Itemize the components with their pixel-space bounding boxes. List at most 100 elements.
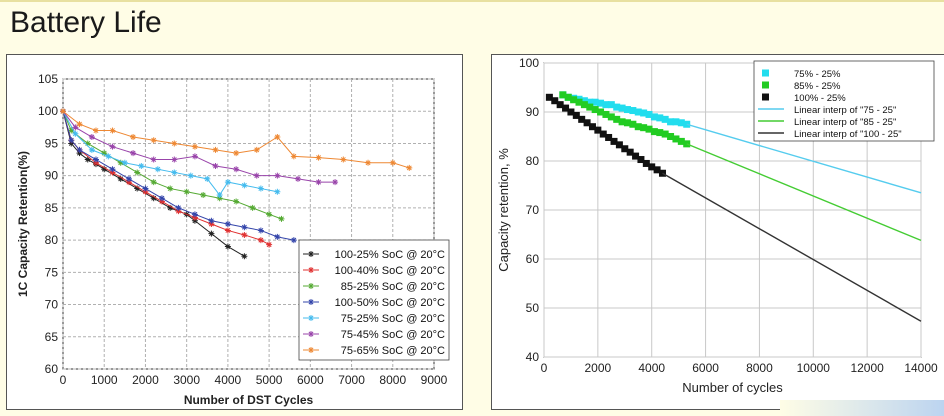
chart2-data-point <box>613 103 621 111</box>
chart1-data-point <box>224 179 231 186</box>
chart-dst-cycles-panel: 0 1000 2000 3000 4000 5000 6000 7000 8000 9000 60 6… <box>6 54 463 410</box>
chart1-data-point <box>121 159 128 166</box>
chart1-data-point <box>257 227 264 234</box>
chart1-legend-label: 100-40% SoC @ 20°C <box>335 265 445 277</box>
chart1-data-point <box>138 163 145 169</box>
chart1-data-point <box>233 166 240 173</box>
chart2-data-point <box>580 97 588 105</box>
chart1-data-point <box>241 253 248 260</box>
chart1-data-point <box>208 230 215 237</box>
chart1-data-point <box>125 175 132 182</box>
chart2-data-point <box>642 159 650 167</box>
chart2-x-tick-label: 10000 <box>797 361 831 375</box>
chart2-data-point <box>559 91 567 99</box>
chart1-y-axis-label: 1C Capacity Retention(%) <box>16 151 30 297</box>
chart1-x-tick-label: 6000 <box>297 373 324 387</box>
chart1-data-point <box>88 146 95 153</box>
chart1-data-point <box>191 153 198 160</box>
chart1-y-tick-label: 60 <box>45 362 59 376</box>
chart2-data-point <box>632 152 640 160</box>
chart2-data-point <box>615 141 623 149</box>
chart1-data-point <box>142 185 149 192</box>
chart1-x-tick-label: 9000 <box>421 373 448 387</box>
chart1-data-point <box>191 143 198 150</box>
chart2-data-point <box>607 101 615 109</box>
chart2-data-point <box>623 106 631 114</box>
chart1-data-point <box>171 156 178 163</box>
chart1-data-point <box>241 182 248 189</box>
chart1-data-point <box>208 221 215 227</box>
chart1-data-point <box>224 243 231 250</box>
chart2-y-tick-label: 100 <box>519 56 539 70</box>
chart2-legend-swatch <box>762 93 769 101</box>
chart2-data-point <box>648 163 656 171</box>
chart1-data-point <box>241 224 248 231</box>
chart2-data-point <box>618 118 626 126</box>
chart1-data-point <box>257 237 264 244</box>
chart1-data-point <box>216 192 223 198</box>
chart1-data-point <box>204 175 211 182</box>
chart1-legend-label: 75-25% SoC @ 20°C <box>341 313 445 325</box>
chart1-data-point <box>109 127 116 134</box>
chart2-y-tick-label: 50 <box>526 301 540 315</box>
chart1-data-point <box>175 204 182 211</box>
chart1-data-point <box>340 156 347 163</box>
chart2-y-tick-label: 60 <box>526 252 540 266</box>
chart1-data-point <box>208 217 215 224</box>
chart2-x-tick-label: 6000 <box>692 361 719 375</box>
chart2-series-line <box>662 172 922 322</box>
chart1-legend-marker <box>308 283 314 289</box>
chart2-data-point <box>656 114 664 122</box>
chart1-data-point <box>191 217 198 224</box>
chart2-x-tick-label: 8000 <box>746 361 773 375</box>
chart1-x-tick-label: 2000 <box>132 373 159 387</box>
chart1-legend-marker <box>308 347 314 353</box>
chart2-legend-label: Linear interp of "85 - 25" <box>794 117 896 128</box>
chart1-data-point <box>76 150 83 157</box>
chart1-data-point <box>150 195 157 202</box>
chart1-data-point <box>109 169 116 176</box>
chart1-data-point <box>158 195 165 202</box>
chart1-data-point <box>130 150 137 157</box>
chart1-data-point <box>266 211 273 218</box>
chart2-data-point <box>637 156 645 164</box>
chart1-legend-box <box>298 239 450 361</box>
chart2-y-axis-label: Capacity retention, % <box>496 148 511 272</box>
chart1-data-point <box>84 156 91 163</box>
chart1-data-point <box>253 172 260 179</box>
chart1-data-point <box>290 237 297 244</box>
chart2-data-point <box>645 110 653 118</box>
chart1-data-point <box>274 134 281 140</box>
chart1-data-point <box>72 130 79 137</box>
chart2-data-point <box>607 113 615 121</box>
chart2-data-point <box>629 107 637 115</box>
chart2-data-point <box>578 115 586 123</box>
chart1-data-point <box>200 192 207 198</box>
chart1-data-point <box>315 179 322 186</box>
chart2-data-point <box>610 137 618 145</box>
chart1-data-point <box>315 154 322 161</box>
chart2-data-point <box>656 129 664 137</box>
chart2-series-line <box>686 123 922 194</box>
chart1-data-point <box>60 108 66 115</box>
chart1-data-point <box>76 146 83 153</box>
chart1-data-point <box>92 156 99 163</box>
chart2-x-tick-label: 12000 <box>850 361 884 375</box>
chart1-data-point <box>365 159 372 166</box>
chart1-data-point <box>191 214 198 221</box>
chart1-data-point <box>134 185 141 192</box>
chart2-y-tick-label: 40 <box>526 350 540 364</box>
chart1-y-tick-label: 75 <box>45 265 59 279</box>
chart1-data-point <box>389 159 396 166</box>
chart2-legend-box <box>753 60 935 142</box>
chart1-data-point <box>76 121 83 128</box>
chart1-data-point <box>101 166 108 173</box>
chart1-data-point <box>175 208 182 215</box>
chart1-data-point <box>406 164 413 171</box>
chart1-legend-marker <box>308 251 314 257</box>
chart1-data-point <box>68 127 75 134</box>
chart2-data-point <box>599 130 607 138</box>
chart-capacity-retention: 0 2000 4000 6000 8000 10000 12000 14000 40 50 60 70… <box>496 56 938 395</box>
chart1-y-tick-label: 90 <box>45 169 59 183</box>
chart1-x-tick-label: 7000 <box>338 373 365 387</box>
